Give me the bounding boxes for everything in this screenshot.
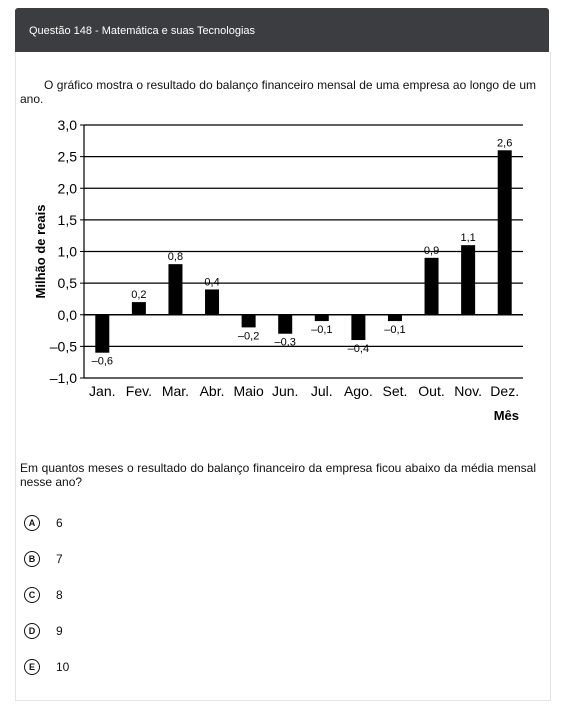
x-tick-label: Dez. [490, 383, 519, 399]
x-tick-label: Out. [418, 383, 444, 399]
x-tick-label: Fev. [126, 383, 152, 399]
option-letter: B [24, 551, 40, 567]
x-axis-label: Mês [494, 408, 519, 423]
bar-value-label: –0,2 [238, 330, 259, 342]
x-tick-label: Set. [383, 383, 408, 399]
bar [278, 314, 293, 334]
intro-text: O gráfico mostra o resultado do balanço … [20, 78, 536, 106]
x-tick-label: Jan. [89, 383, 115, 399]
y-tick-label: 3,0 [58, 117, 78, 133]
bar [168, 264, 183, 315]
x-tick-label: Mar. [162, 383, 189, 399]
bar-value-label: 0,4 [204, 276, 219, 288]
bar-value-label: 1,1 [460, 232, 475, 244]
option-text: 6 [56, 516, 63, 530]
y-tick-label: 2,5 [58, 149, 78, 165]
x-tick-label: Abr. [200, 383, 225, 399]
x-tick-label: Nov. [454, 383, 482, 399]
option-letter: D [24, 623, 40, 639]
y-tick-label: –0,5 [50, 338, 77, 354]
option-text: 9 [56, 624, 63, 638]
bar [497, 150, 512, 315]
y-tick-label: 2,0 [58, 180, 78, 196]
bar [424, 257, 439, 315]
x-tick-label: Jul. [311, 383, 333, 399]
bar [241, 314, 256, 328]
bar-value-label: –0,1 [384, 324, 405, 336]
bar-value-label: 2,6 [497, 137, 512, 149]
x-tick-label: Ago. [344, 383, 373, 399]
y-tick-label: 0,0 [58, 307, 78, 323]
bar [95, 314, 110, 353]
option-text: 10 [56, 660, 70, 674]
y-tick-label: 0,5 [58, 275, 78, 291]
option-letter: E [24, 659, 40, 675]
bar-value-label: –0,3 [274, 337, 295, 349]
bar [461, 245, 476, 315]
bar-value-label: –0,1 [311, 324, 332, 336]
option-text: 7 [56, 552, 63, 566]
bar [205, 289, 220, 315]
bar [131, 302, 146, 315]
y-tick-label: 1,0 [58, 244, 78, 260]
bar-value-label: 0,9 [424, 245, 439, 257]
bar-value-label: 0,8 [168, 251, 183, 263]
x-tick-label: Maio [233, 383, 264, 399]
y-tick-label: –1,0 [50, 370, 77, 386]
bar [351, 314, 366, 341]
question-text: Em quantos meses o resultado do balanço … [20, 461, 536, 489]
bar-value-label: –0,4 [348, 343, 369, 355]
bar [387, 314, 402, 322]
y-axis-label: Milhão de reais [33, 205, 48, 299]
bar-chart: 3,0 2,5 2,0 1,5 1,0 0,5 0,0 –0,5 –1,0 Milhão de r… [33, 117, 523, 423]
bar-value-label: 0,2 [131, 289, 146, 301]
option-letter: A [24, 515, 40, 531]
y-tick-label: 1,5 [58, 212, 78, 228]
question-title: Questão 148 - Matemática e suas Tecnolog… [29, 25, 256, 37]
option-letter: C [24, 587, 40, 603]
option-text: 8 [56, 588, 63, 602]
question-frame [15, 52, 551, 701]
bar [314, 314, 329, 322]
x-tick-label: Jun. [272, 383, 298, 399]
bar-value-label: –0,6 [92, 356, 113, 368]
question-header: Questão 148 - Matemática e suas Tecnolog… [15, 8, 549, 52]
